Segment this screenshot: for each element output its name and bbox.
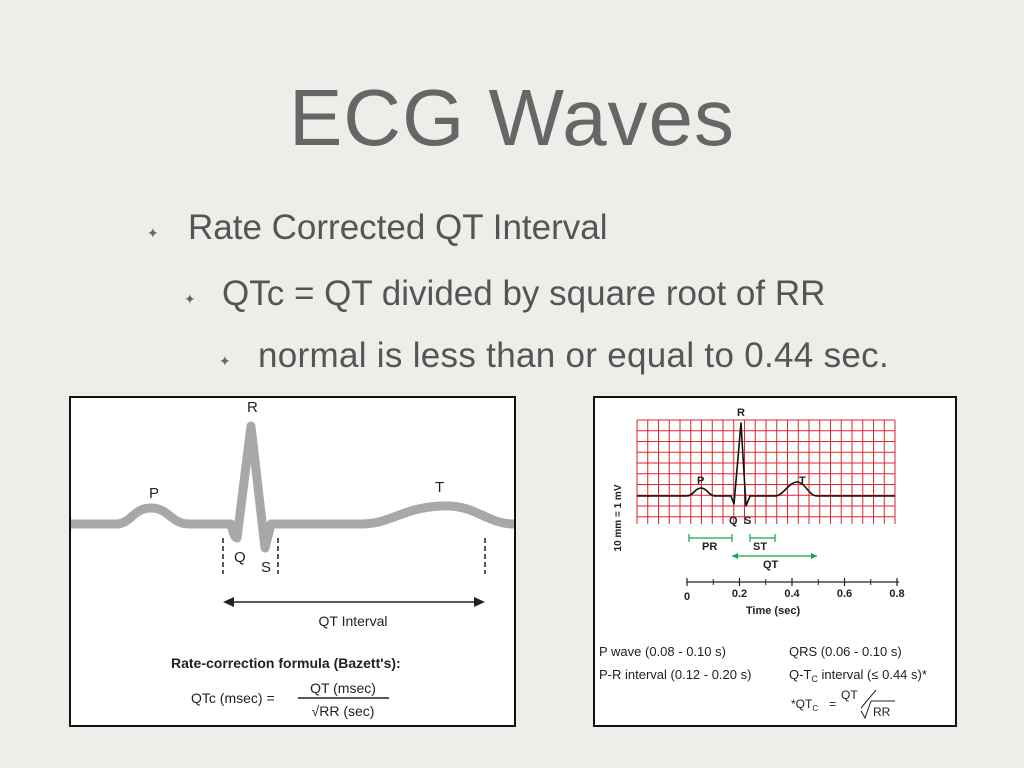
ecg-grid bbox=[636, 419, 896, 524]
bullet-rate-corrected-qt: Rate Corrected QT Interval bbox=[188, 208, 608, 247]
footnote-qtc: *QTC bbox=[791, 697, 818, 713]
footnote-numerator: QT bbox=[841, 688, 858, 702]
s-wave-label: S bbox=[744, 515, 751, 527]
legend-p-wave: P wave (0.08 - 0.10 s) bbox=[599, 644, 726, 659]
bullet-qtc-definition: QTc = QT divided by square root of RR bbox=[222, 274, 826, 313]
star-bullet-icon: ✦ bbox=[184, 291, 196, 307]
footnote-denominator: RR bbox=[873, 705, 891, 719]
r-wave-label: R bbox=[247, 399, 258, 416]
qt-arrow-right bbox=[811, 553, 817, 559]
time-axis-ticks: 0 0.2 0.4 0.6 0.8 bbox=[684, 578, 905, 603]
formula-denominator: √RR (sec) bbox=[312, 703, 375, 719]
p-wave-label: P bbox=[149, 485, 159, 502]
formula-lhs: QTc (msec) = bbox=[191, 690, 275, 706]
y-axis-label: 10 mm = 1 mV bbox=[613, 484, 624, 551]
footnote-fraction-slash bbox=[860, 689, 877, 709]
st-segment-label: ST bbox=[753, 541, 767, 553]
time-tick-label: 0.2 bbox=[732, 588, 747, 600]
qt-segment-label: QT bbox=[763, 559, 779, 571]
qt-arrow-left bbox=[732, 553, 738, 559]
qt-interval-label: QT Interval bbox=[319, 613, 388, 629]
time-tick-label: 0.8 bbox=[889, 588, 904, 600]
arrow-head-right bbox=[474, 597, 485, 607]
ecg-grid-svg: 10 mm = 1 mV R P T Q S PR ST QT 0 0.2 0.4 0… bbox=[599, 407, 927, 720]
footnote-equals: = bbox=[829, 697, 836, 711]
q-wave-label: Q bbox=[234, 549, 246, 566]
time-tick-label: 0.4 bbox=[784, 588, 800, 600]
p-wave-label: P bbox=[697, 475, 704, 487]
formula-title: Rate-correction formula (Bazett's): bbox=[171, 655, 401, 671]
legend-qrs: QRS (0.06 - 0.10 s) bbox=[789, 644, 902, 659]
q-wave-label: Q bbox=[729, 515, 738, 527]
star-bullet-icon: ✦ bbox=[219, 353, 231, 369]
time-tick-label: 0 bbox=[684, 591, 690, 603]
time-axis-label: Time (sec) bbox=[746, 605, 801, 617]
qt-interval-svg: R P T Q S QT Interval Rate-correction fo… bbox=[66, 399, 519, 719]
time-tick-label: 0.6 bbox=[837, 588, 852, 600]
arrow-head-left bbox=[223, 597, 234, 607]
footnote-sqrt-sign bbox=[860, 700, 895, 720]
legend-pr-interval: P-R interval (0.12 - 0.20 s) bbox=[599, 667, 751, 682]
s-wave-label: S bbox=[261, 559, 271, 576]
r-wave-label: R bbox=[737, 407, 745, 419]
ecg-waveform bbox=[66, 421, 519, 553]
t-wave-label: T bbox=[799, 475, 806, 487]
ecg-trace bbox=[637, 422, 895, 507]
star-bullet-icon: ✦ bbox=[147, 225, 159, 241]
ecg-grid-diagram: 10 mm = 1 mV R P T Q S PR ST QT 0 0.2 0.4 0… bbox=[593, 396, 957, 727]
pr-segment-label: PR bbox=[702, 541, 717, 553]
bullet-normal-value: normal is less than or equal to 0.44 sec… bbox=[258, 336, 889, 375]
slide-title: ECG Waves bbox=[288, 73, 736, 162]
formula-numerator: QT (msec) bbox=[310, 680, 376, 696]
qt-interval-diagram: R P T Q S QT Interval Rate-correction fo… bbox=[66, 396, 519, 727]
t-wave-label: T bbox=[435, 479, 444, 496]
legend-qtc-interval: Q-TC interval (≤ 0.44 s)* bbox=[789, 667, 927, 684]
